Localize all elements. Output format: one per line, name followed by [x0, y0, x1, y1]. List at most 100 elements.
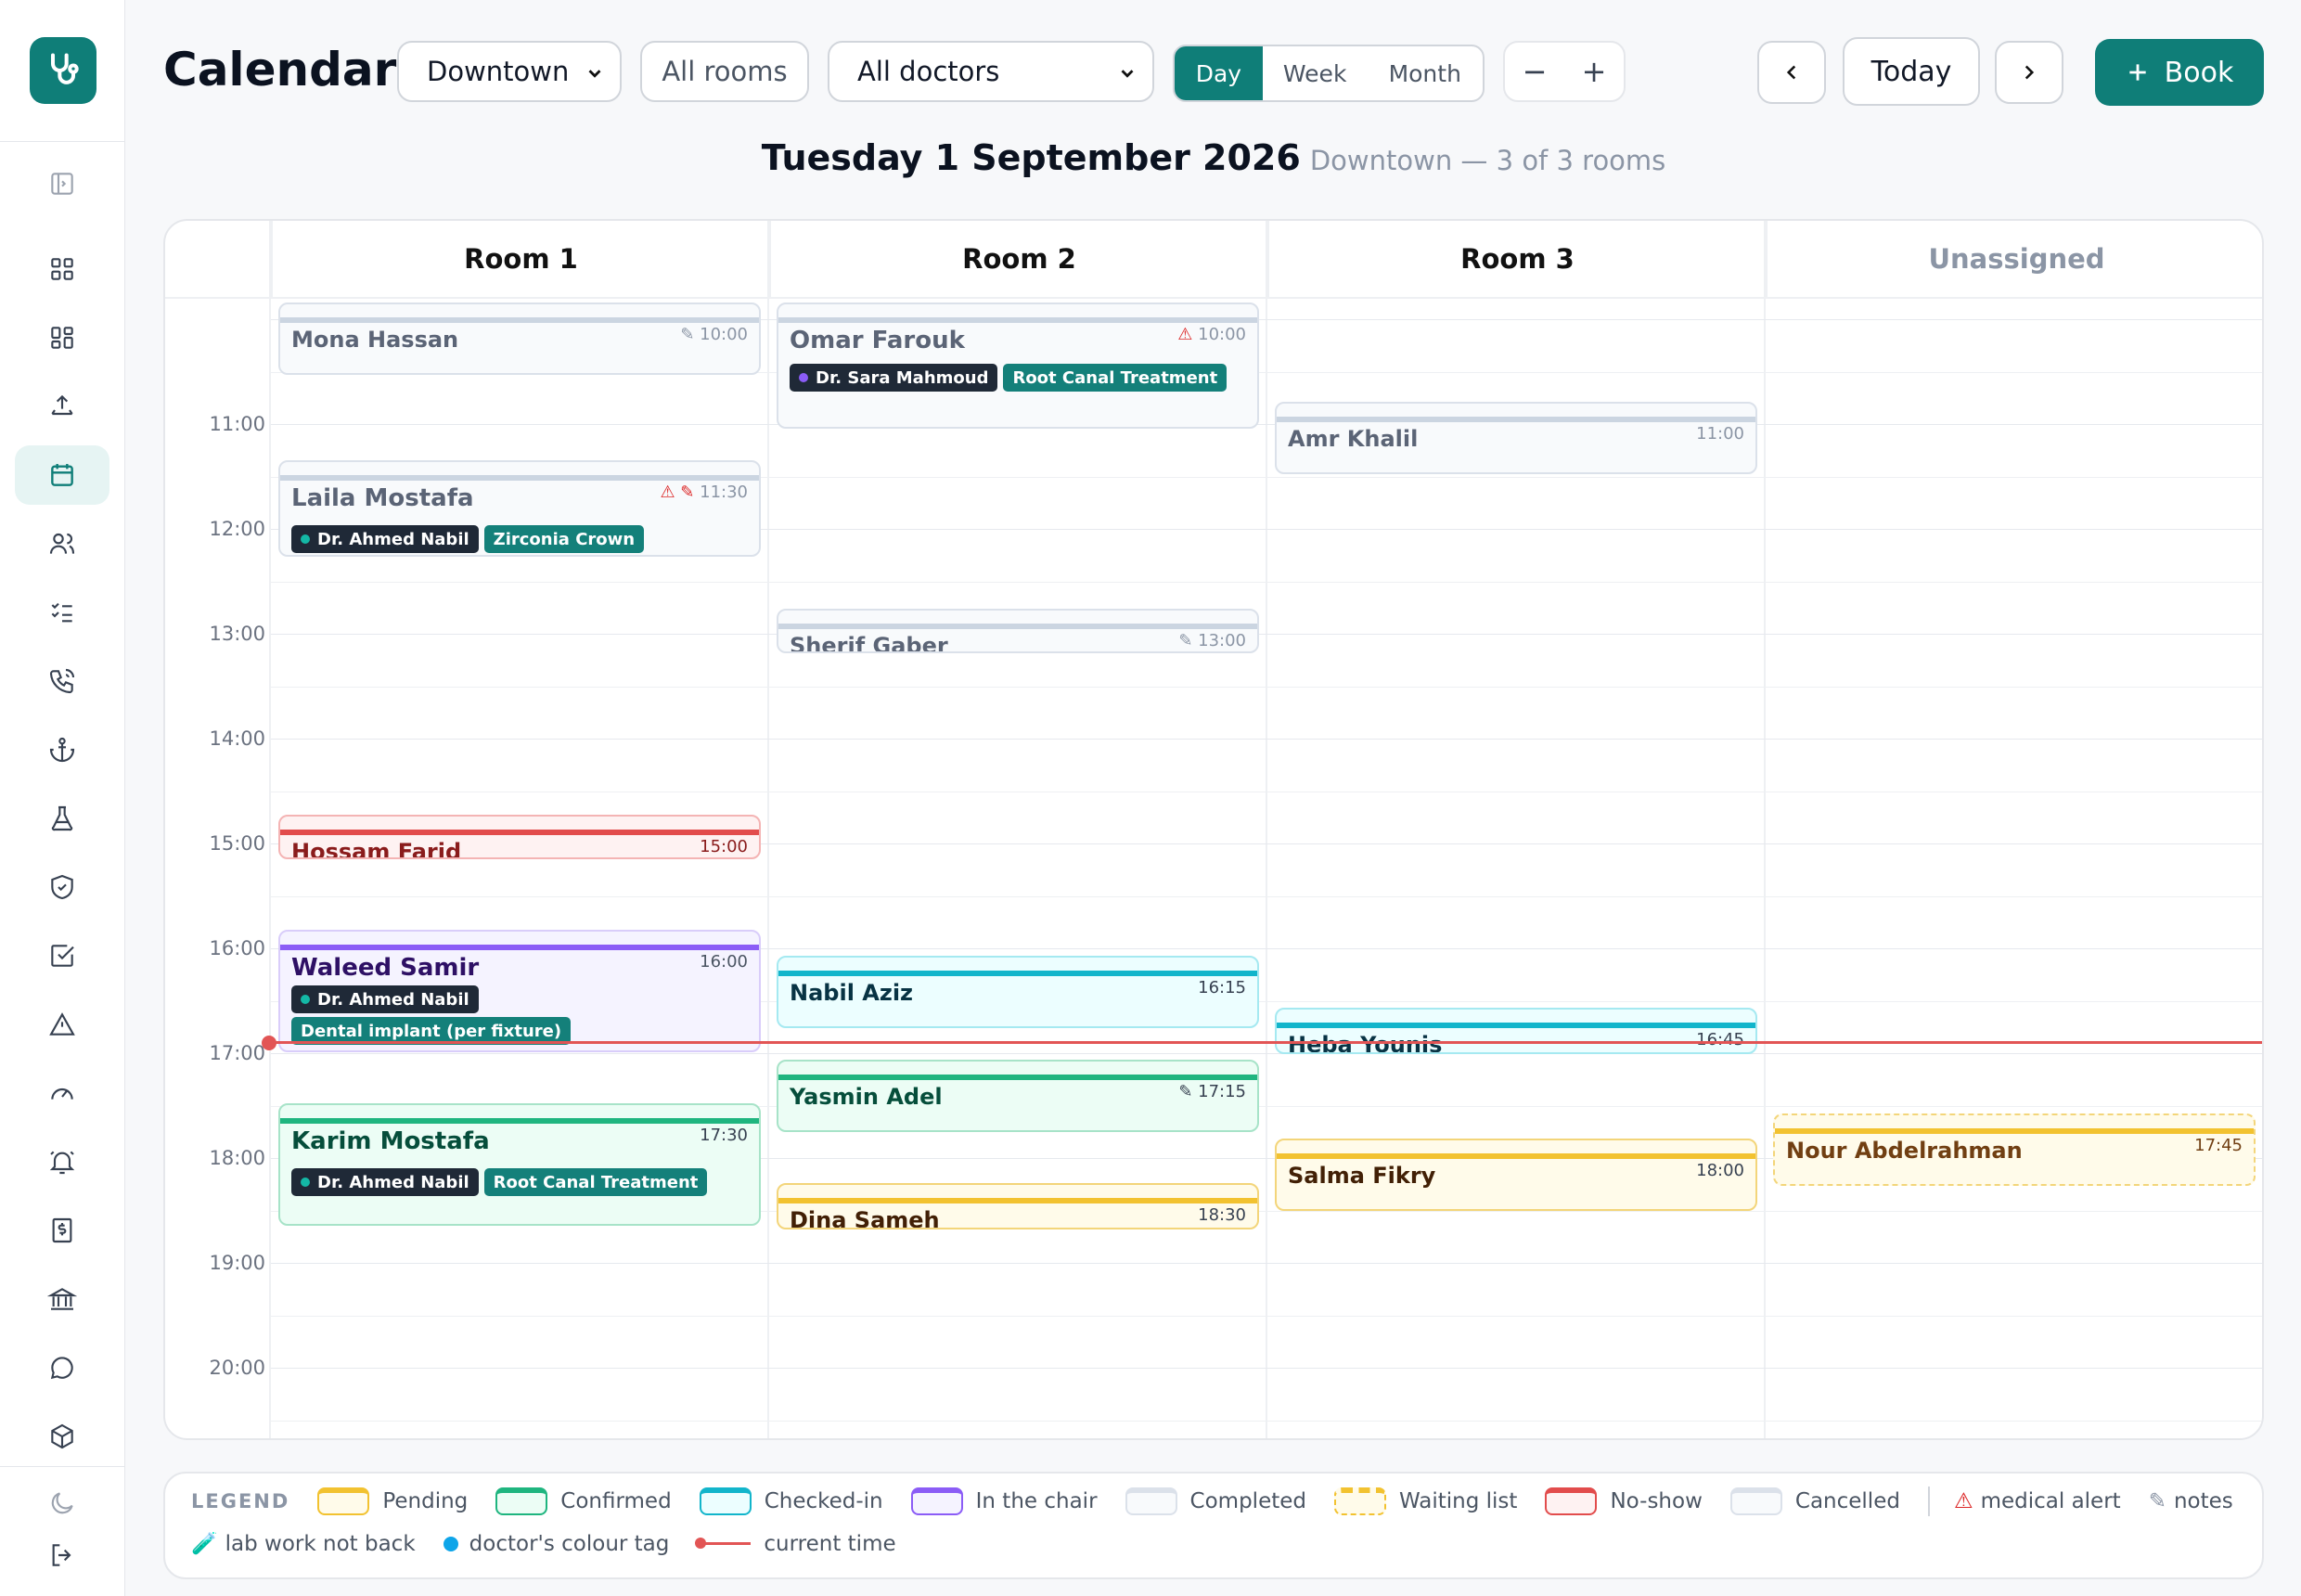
appointment-card[interactable]: Laila Mostafa ⚠ ✎ 11:30 Dr. Ahmed Nabil Zir… [278, 460, 761, 557]
appointment-start-time: 16:45 [1696, 1030, 1744, 1049]
patient-name: Dina Sameh [790, 1207, 940, 1229]
column-divider [767, 221, 769, 1438]
view-tab-day[interactable]: Day [1175, 46, 1263, 100]
legend-notes: ✎ notes [2149, 1489, 2233, 1513]
patient-name: Waleed Samir [291, 954, 480, 982]
legend-swatch [699, 1487, 752, 1515]
appointment-card[interactable]: Heba Younis 16:45 [1275, 1008, 1757, 1054]
header-divider [165, 297, 2262, 299]
status-bar [280, 945, 759, 950]
box-icon[interactable] [15, 1407, 109, 1466]
invoice-icon[interactable] [15, 1201, 109, 1260]
column-header-unassigned[interactable]: Unassigned [1766, 221, 2262, 297]
checkbox-icon[interactable] [15, 926, 109, 985]
sidebar [0, 0, 125, 1596]
appointment-start-time: 18:00 [1696, 1161, 1744, 1180]
calendar-icon[interactable] [15, 445, 109, 505]
half-hour-gridline [271, 1210, 2262, 1212]
appointment-card[interactable]: Hossam Farid 15:00 [278, 815, 761, 859]
upload-icon[interactable] [15, 377, 109, 436]
appointment-card[interactable]: Nabil Aziz 16:15 [777, 956, 1259, 1028]
app-logo[interactable] [30, 37, 96, 104]
bank-icon[interactable] [15, 1269, 109, 1329]
column-header-room-3[interactable]: Room 3 [1267, 221, 1766, 297]
panel-toggle-icon[interactable] [15, 154, 109, 213]
status-bar [1277, 1023, 1755, 1028]
patient-name: Nabil Aziz [790, 980, 914, 1006]
appointment-time: ✎ 13:00 [1178, 631, 1246, 650]
next-day-button[interactable] [1995, 41, 2063, 104]
book-button[interactable]: Book [2095, 39, 2264, 106]
view-tab-week[interactable]: Week [1282, 59, 1347, 87]
doctor-tag: Dr. Ahmed Nabil [291, 1168, 479, 1196]
appointment-card[interactable]: Salma Fikry 18:00 [1275, 1139, 1757, 1211]
legend-current-time: current time [695, 1532, 896, 1556]
chevron-right-icon [2025, 65, 2035, 80]
legend-item: Confirmed [495, 1487, 672, 1515]
appointment-time: ⚠ 10:00 [1177, 325, 1246, 344]
hour-gridline [271, 1158, 2262, 1160]
hour-gridline [271, 843, 2262, 845]
appointment-card[interactable]: Omar Farouk ⚠ 10:00 Dr. Sara Mahmoud Root C… [777, 302, 1259, 429]
procedure-tag: Zirconia Crown [483, 525, 645, 553]
time-label: 19:00 [209, 1252, 265, 1275]
status-bar [778, 317, 1257, 323]
zoom-in-button[interactable]: + [1581, 54, 1607, 89]
dashboard-icon[interactable] [15, 239, 109, 299]
patient-name: Hossam Farid [291, 839, 462, 859]
logout-icon[interactable] [15, 1525, 109, 1585]
status-bar [778, 624, 1257, 629]
appointment-card[interactable]: Yasmin Adel ✎ 17:15 [777, 1060, 1259, 1132]
appointment-start-time: 17:30 [700, 1126, 748, 1145]
zoom-out-button[interactable]: − [1522, 54, 1548, 89]
patients-icon[interactable] [15, 514, 109, 573]
appointment-flag-icons: ⚠ [1177, 325, 1199, 344]
lab-flask-icon[interactable] [15, 789, 109, 848]
view-tab-month[interactable]: Month [1388, 59, 1461, 87]
appointment-time: 18:00 [1696, 1161, 1744, 1180]
plus-icon [2128, 64, 2146, 81]
legend-item: Completed [1125, 1487, 1306, 1515]
doctor-name: Dr. Ahmed Nabil [317, 529, 469, 549]
procedure-tag: Root Canal Treatment [483, 1168, 708, 1196]
appointment-time: 17:45 [2194, 1136, 2243, 1155]
status-bar [1277, 417, 1755, 422]
appointment-card[interactable]: Mona Hassan ✎ 10:00 [278, 302, 761, 375]
today-button[interactable]: Today [1843, 37, 1980, 106]
anchor-icon[interactable] [15, 720, 109, 779]
legend-item: No-show [1545, 1487, 1703, 1515]
doctors-select[interactable]: All doctors [828, 41, 1154, 102]
bell-icon[interactable] [15, 1132, 109, 1191]
moon-icon[interactable] [15, 1474, 109, 1533]
column-header-room-2[interactable]: Room 2 [769, 221, 1267, 297]
all-rooms-button[interactable]: All rooms [640, 41, 809, 102]
hour-gridline [271, 1263, 2262, 1265]
alert-icon[interactable] [15, 995, 109, 1054]
location-select[interactable]: Downtown [397, 41, 622, 102]
appointment-card[interactable]: Sherif Gaber ✎ 13:00 [777, 609, 1259, 653]
hour-gridline [271, 739, 2262, 740]
appointment-card[interactable]: Amr Khalil 11:00 [1275, 402, 1757, 474]
time-label: 20:00 [209, 1357, 265, 1380]
patient-name: Amr Khalil [1288, 426, 1419, 452]
widgets-icon[interactable] [15, 308, 109, 367]
column-header-room-1[interactable]: Room 1 [271, 221, 769, 297]
shield-icon[interactable] [15, 857, 109, 917]
checklist-icon[interactable] [15, 583, 109, 642]
appointment-card[interactable]: Waleed Samir 16:00 Dr. Ahmed Nabil Dental i… [278, 930, 761, 1052]
chat-icon[interactable] [15, 1338, 109, 1397]
appointment-card[interactable]: Karim Mostafa 17:30 Dr. Ahmed Nabil Root Ca… [278, 1103, 761, 1226]
column-divider [1764, 221, 1766, 1438]
phone-icon[interactable] [15, 651, 109, 711]
gauge-icon[interactable] [15, 1063, 109, 1123]
hour-gridline [271, 1053, 2262, 1055]
legend-swatch [1334, 1487, 1386, 1515]
hour-gridline [271, 529, 2262, 531]
time-gutter-divider [269, 221, 271, 1438]
previous-day-button[interactable] [1757, 41, 1826, 104]
patient-name: Sherif Gaber [790, 633, 948, 653]
legend-item: Pending [317, 1487, 468, 1515]
time-label: 12:00 [209, 518, 265, 541]
appointment-card[interactable]: Nour Abdelrahman 17:45 [1773, 1113, 2256, 1186]
appointment-card[interactable]: Dina Sameh 18:30 [777, 1183, 1259, 1229]
